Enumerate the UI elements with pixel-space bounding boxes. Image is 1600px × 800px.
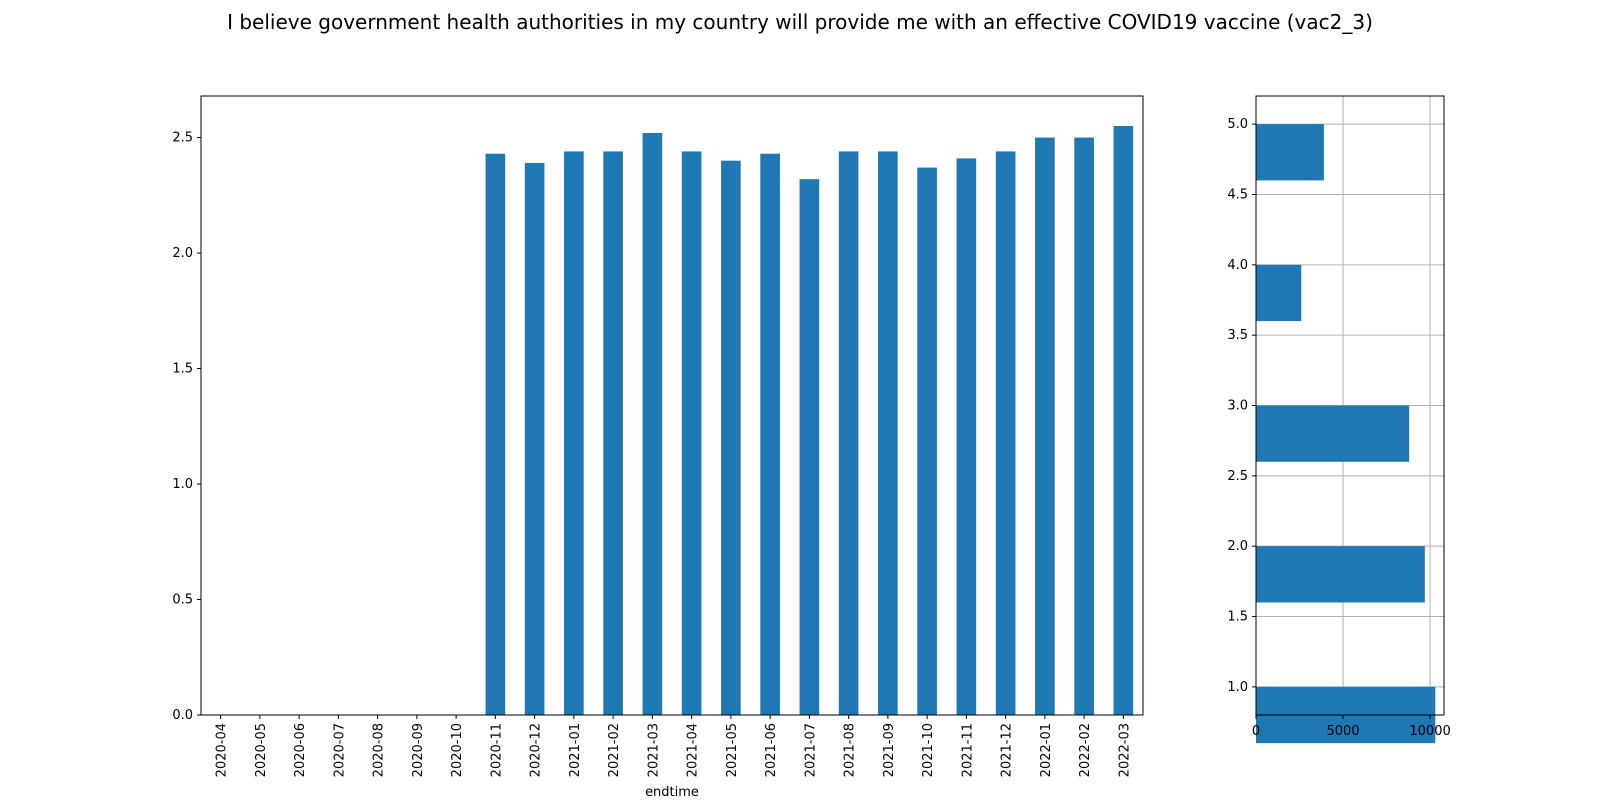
- x-tick-label: 2020-09: [411, 723, 426, 777]
- x-tick-label: 2021-11: [960, 723, 975, 777]
- x-tick-label: 2020-07: [332, 723, 347, 777]
- side-x-tick-label: 10000: [1409, 724, 1450, 739]
- x-tick-label: 2020-11: [489, 723, 504, 777]
- side-x-tick-label: 5000: [1326, 724, 1359, 739]
- x-tick-label: 2022-02: [1078, 723, 1093, 777]
- side-y-tick-label: 5.0: [1227, 117, 1248, 132]
- side-x-tick-label: 0: [1252, 724, 1260, 739]
- x-tick-label: 2021-08: [843, 723, 858, 777]
- bar: [524, 162, 545, 716]
- side-y-tick-label: 4.5: [1227, 187, 1248, 202]
- side-y-tick-label: 2.5: [1227, 469, 1248, 484]
- x-tick-label: 2020-12: [529, 723, 544, 777]
- bar: [485, 153, 506, 715]
- bar: [956, 158, 977, 715]
- bar: [681, 151, 702, 715]
- bar: [564, 151, 584, 715]
- x-tick-label: 2022-01: [1039, 723, 1054, 777]
- side-y-tick-label: 3.0: [1227, 399, 1248, 414]
- x-tick-label: 2021-02: [607, 723, 622, 777]
- bar: [721, 160, 741, 716]
- side-y-tick-label: 1.5: [1227, 610, 1248, 625]
- bar: [838, 151, 859, 715]
- main-bar-chart: 0.0 0.5 1.0 1.5 2.0 2.5 2020-04 2020-05 2020-06 2…: [172, 95, 1144, 800]
- hist-bar: [1256, 264, 1302, 322]
- x-tick-label: 2020-08: [372, 723, 387, 777]
- hist-bar: [1256, 405, 1410, 462]
- bar: [1113, 126, 1134, 715]
- chart-title: I believe government health authorities …: [227, 10, 1373, 34]
- hist-bar: [1256, 546, 1425, 603]
- x-tick-label: 2020-05: [254, 723, 269, 777]
- x-tick-label: 2021-01: [568, 723, 583, 777]
- bar: [995, 151, 1016, 715]
- y-tick-label: 1.5: [172, 362, 193, 377]
- bar: [1035, 137, 1055, 715]
- side-histogram: 1.0 1.5 2.0 2.5 3.0 3.5 4.0 4.5 5.0 0 5000 10000: [1227, 95, 1451, 744]
- x-tick-label: 2021-10: [921, 723, 936, 777]
- x-tick-label: 2021-04: [686, 723, 701, 777]
- bar: [1074, 137, 1094, 715]
- y-tick-label: 0.5: [172, 593, 193, 608]
- x-tick-label: 2021-03: [646, 723, 661, 777]
- x-tick-label: 2020-06: [293, 723, 308, 777]
- bar: [799, 179, 820, 716]
- bar: [917, 167, 937, 715]
- y-tick-label: 2.0: [172, 246, 193, 261]
- x-tick-label: 2021-09: [882, 723, 897, 777]
- x-tick-label: 2021-06: [764, 723, 779, 777]
- y-tick-label: 0.0: [172, 708, 193, 723]
- side-y-tick-label: 1.0: [1227, 680, 1248, 695]
- bar: [603, 151, 623, 715]
- bar: [760, 153, 780, 715]
- side-y-tick-label: 4.0: [1227, 258, 1248, 273]
- bar: [878, 151, 898, 715]
- side-y-tick-label: 3.5: [1227, 328, 1248, 343]
- x-tick-label: 2021-05: [725, 723, 740, 777]
- bar: [642, 132, 663, 716]
- x-tick-label: 2020-04: [215, 723, 230, 777]
- main-axes-frame: [200, 95, 1144, 716]
- x-tick-label: 2020-10: [450, 723, 465, 777]
- x-tick-label: 2022-03: [1117, 723, 1132, 777]
- y-tick-label: 1.0: [172, 477, 193, 492]
- x-tick-label: 2021-12: [1000, 723, 1015, 777]
- hist-bar: [1256, 124, 1324, 181]
- x-axis-label: endtime: [645, 785, 699, 800]
- x-tick-label: 2021-07: [803, 723, 818, 777]
- y-tick-label: 2.5: [172, 131, 193, 146]
- side-y-tick-label: 2.0: [1227, 539, 1248, 554]
